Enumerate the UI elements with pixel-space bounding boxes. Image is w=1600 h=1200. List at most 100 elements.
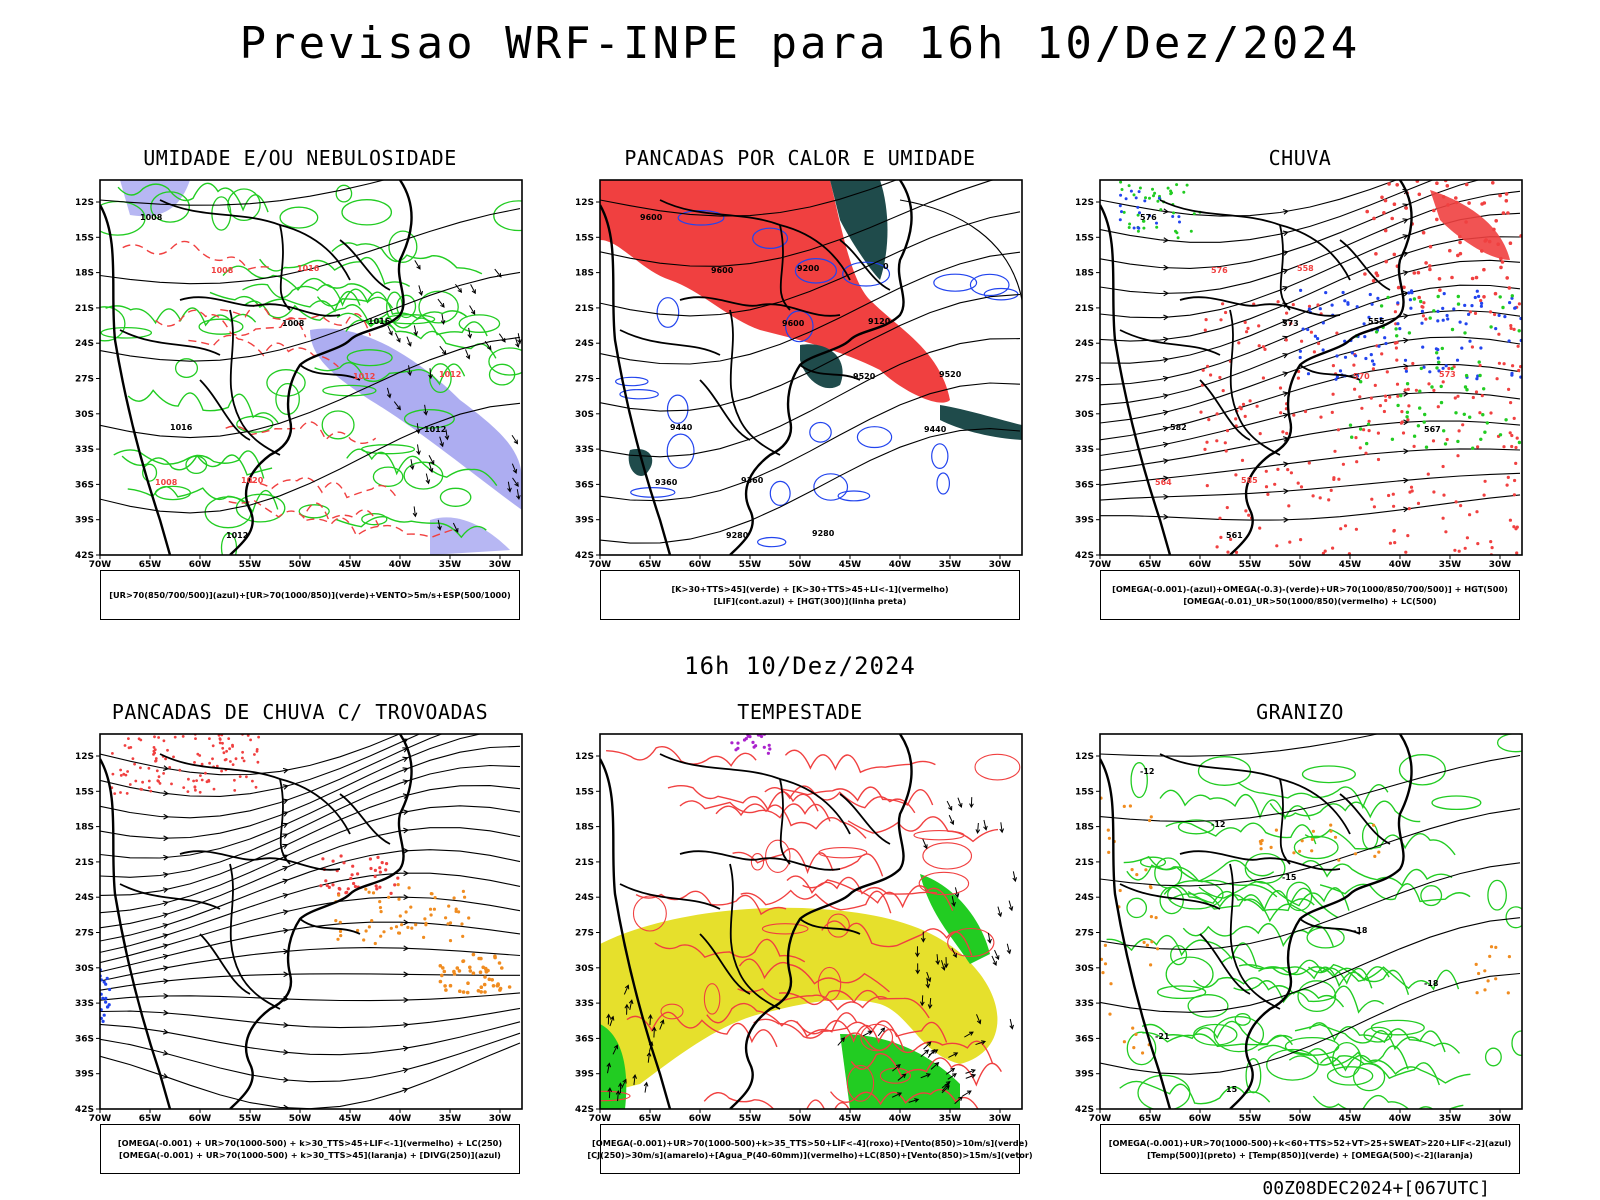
lon-tick-label: 35W: [1439, 1114, 1462, 1124]
lon-tick-label: 60W: [689, 560, 712, 570]
lat-tick-label: 21S: [75, 858, 94, 868]
contour-label: 555: [1368, 317, 1385, 326]
contour-label: 567: [1424, 425, 1441, 434]
lat-tick-label: 42S: [575, 551, 594, 561]
lon-tick-label: 50W: [1289, 560, 1312, 570]
panel-legend: [OMEGA(-0.001) + UR>70(1000-500) + k>30_…: [100, 1124, 520, 1174]
lat-tick-label: 15S: [75, 233, 94, 243]
panel-legend: [K>30+TTS>45](verde) + [K>30+TTS>45+LI<-…: [600, 570, 1020, 620]
lat-tick-label: 21S: [75, 304, 94, 314]
lon-tick-label: 55W: [239, 560, 262, 570]
contour-label: 576: [1140, 213, 1157, 222]
contour-label: 1008: [211, 266, 234, 275]
lon-tick-label: 30W: [489, 1114, 512, 1124]
lon-tick-label: 70W: [589, 1114, 612, 1124]
map-plot: 576 576 573 570 567 564 561 558 555 573 582 585 12S 1…: [1075, 179, 1523, 570]
lon-tick-label: 40W: [889, 560, 912, 570]
legend-line: [OMEGA(-0.001)+UR>70(1000-500)+k>35_TTS>…: [592, 1138, 1028, 1148]
lon-tick-label: 55W: [1239, 560, 1262, 570]
legend-line: [Temp(500)](preto) + [Temp(850)](verde) …: [1147, 1150, 1473, 1160]
lat-tick-label: 39S: [1075, 516, 1094, 526]
contour-label: 9280: [726, 531, 749, 540]
lon-tick-label: 60W: [189, 560, 212, 570]
lat-tick-label: 27S: [575, 375, 594, 385]
lat-tick-label: 27S: [575, 929, 594, 939]
lat-tick-label: 15S: [1075, 233, 1094, 243]
contour-label: 1016: [368, 317, 391, 326]
lat-tick-label: 12S: [1075, 752, 1094, 762]
lat-tick-label: 36S: [1075, 1034, 1094, 1044]
contour-label: 9600: [640, 213, 663, 222]
lon-tick-label: 55W: [1239, 1114, 1262, 1124]
lat-tick-label: 12S: [575, 198, 594, 208]
lon-tick-label: 55W: [739, 560, 762, 570]
contour-label: 582: [1170, 423, 1187, 432]
contour-label: 558: [1297, 264, 1314, 273]
contour-label: 1008: [155, 478, 178, 487]
contour-label: 9360: [741, 476, 764, 485]
lon-tick-label: 40W: [889, 1114, 912, 1124]
lon-tick-label: 50W: [1289, 1114, 1312, 1124]
lat-tick-label: 18S: [1075, 269, 1094, 279]
forecast-time-title: 16h 10/Dez/2024: [684, 652, 916, 680]
panel-tempestade: TEMPESTADE 12S 15S 18S 21S 24S 27S 30S 33S 36S 39S…: [560, 700, 1040, 1190]
lon-tick-label: 70W: [1089, 1114, 1112, 1124]
lat-tick-label: 39S: [575, 516, 594, 526]
panel-granizo: GRANIZO -12 -12 -15 -18 -18 -21 15 12S 15S 18S 21S 2…: [1060, 700, 1540, 1190]
map-plot: -12 -12 -15 -18 -18 -21 15 12S 15S 18S 21S 24S 27S 30…: [1075, 733, 1523, 1124]
lat-tick-label: 36S: [575, 480, 594, 490]
lat-tick-label: 36S: [75, 480, 94, 490]
contour-label: 570: [1353, 372, 1370, 381]
contour-label: 1012: [424, 425, 446, 434]
contour-label: -18: [1353, 926, 1368, 935]
lat-tick-label: 39S: [75, 1070, 94, 1080]
contour-label: -18: [1424, 979, 1439, 988]
lon-tick-label: 60W: [1189, 560, 1212, 570]
main-title: Previsao WRF-INPE para 16h 10/Dez/2024: [239, 18, 1361, 69]
legend-line: [OMEGA(-0.001)-(azul)+OMEGA(-0.3)-(verde…: [1112, 584, 1508, 594]
lon-tick-label: 70W: [589, 560, 612, 570]
panel-legend: [OMEGA(-0.001)-(azul)+OMEGA(-0.3)-(verde…: [1100, 570, 1520, 620]
contour-label: 573: [1439, 370, 1456, 379]
lat-tick-label: 39S: [1075, 1070, 1094, 1080]
contour-label: 9520: [853, 372, 876, 381]
lat-tick-label: 12S: [1075, 198, 1094, 208]
contour-label: 1008: [282, 319, 305, 328]
map-plot: 9600 9600 9600 9520 9440 9360 9280 9200 9120 9520…: [575, 179, 1023, 570]
lat-tick-label: 30S: [75, 964, 94, 974]
legend-line: [OMEGA(-0.01)_UR>50(1000/850)(vermelho) …: [1183, 596, 1437, 606]
lat-tick-label: 36S: [75, 1034, 94, 1044]
lat-tick-label: 18S: [75, 269, 94, 279]
lat-tick-label: 42S: [1075, 551, 1094, 561]
run-timestamp: 00Z08DEC2024+[067UTC]: [1262, 1178, 1490, 1199]
lat-tick-label: 33S: [575, 445, 594, 455]
lat-tick-label: 39S: [575, 1070, 594, 1080]
lat-tick-label: 33S: [575, 999, 594, 1009]
legend-line: [OMEGA(-0.001) + UR>70(1000-500) + k>30_…: [117, 1138, 503, 1148]
lon-tick-label: 50W: [789, 560, 812, 570]
lon-tick-label: 65W: [139, 1114, 162, 1124]
lat-tick-label: 33S: [75, 445, 94, 455]
lat-tick-label: 24S: [1075, 339, 1094, 349]
contour-label: 1008: [140, 213, 163, 222]
lat-tick-label: 15S: [75, 787, 94, 797]
lat-tick-label: 42S: [1075, 1105, 1094, 1115]
legend-line: [CJ(250)>30m/s](amarelo)+[Agua_P(40-60mm…: [587, 1150, 1033, 1160]
lon-tick-label: 65W: [639, 560, 662, 570]
lat-tick-label: 27S: [1075, 375, 1094, 385]
lon-tick-label: 65W: [139, 560, 162, 570]
lon-tick-label: 40W: [389, 560, 412, 570]
lat-tick-label: 24S: [575, 893, 594, 903]
lon-tick-label: 70W: [89, 560, 112, 570]
lat-tick-label: 18S: [1075, 823, 1094, 833]
lat-tick-label: 21S: [575, 858, 594, 868]
contour-label: 576: [1211, 266, 1228, 275]
panel-legend: [OMEGA(-0.001)+UR>70(1000-500)+k<60+TTS>…: [1100, 1124, 1520, 1174]
lon-tick-label: 60W: [1189, 1114, 1212, 1124]
contour-label: 0: [883, 262, 889, 271]
panel-title: GRANIZO: [1256, 700, 1344, 724]
lat-tick-label: 12S: [575, 752, 594, 762]
lon-tick-label: 65W: [639, 1114, 662, 1124]
lat-tick-label: 18S: [575, 823, 594, 833]
